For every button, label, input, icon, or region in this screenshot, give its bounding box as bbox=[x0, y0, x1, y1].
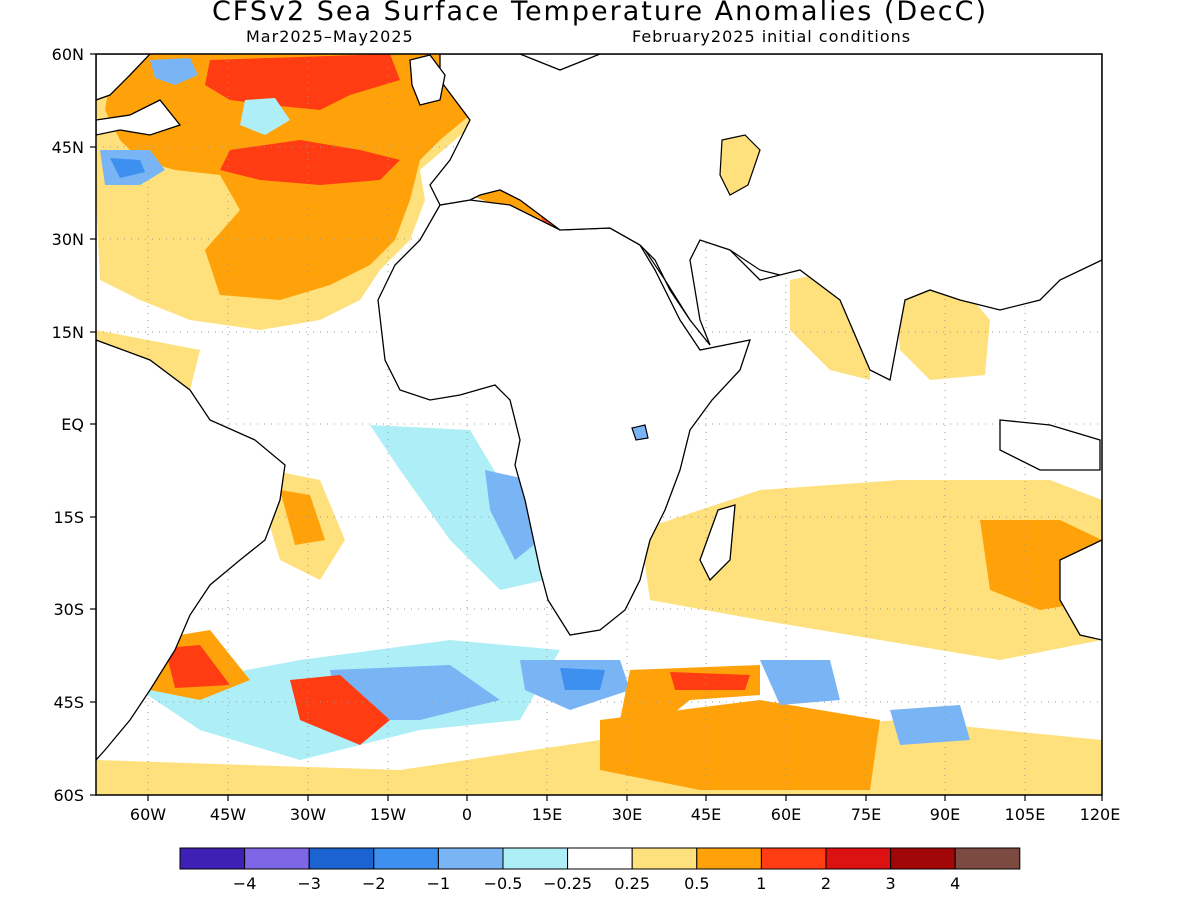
anomaly-region-south-atlantic-warm bbox=[290, 675, 390, 745]
anomaly-region-gulf-of-guinea-cool bbox=[370, 425, 545, 590]
anomaly-region-grand-banks-cool bbox=[240, 98, 290, 135]
colorbar-swatch bbox=[567, 847, 633, 870]
map-title: CFSv2 Sea Surface Temperature Anomalies … bbox=[211, 0, 989, 27]
colorbar-swatch bbox=[760, 847, 827, 870]
anomaly-region-north-atlantic-band bbox=[220, 140, 400, 185]
colorbar-swatch bbox=[502, 847, 569, 870]
anomaly-region-bay-of-bengal bbox=[895, 285, 990, 380]
colorbar-label: 0.5 bbox=[684, 874, 709, 893]
colorbar-label: 3 bbox=[886, 874, 896, 893]
anomaly-region-southern-ocean-moderate bbox=[600, 700, 880, 790]
x-tick-label: 45E bbox=[691, 805, 721, 824]
x-tick-label: 15E bbox=[532, 805, 562, 824]
x-tick-label: 30W bbox=[290, 805, 326, 824]
x-tick-label: 45W bbox=[210, 805, 246, 824]
colorbar-swatch bbox=[954, 847, 1021, 870]
colorbar-label: −1 bbox=[427, 874, 451, 893]
forecast-period: Mar2025–May2025 bbox=[246, 27, 414, 46]
colorbar: −4 −3 −2 −1 −0.5 −0.25 0.25 0.5 1 2 3 4 bbox=[179, 847, 1021, 893]
colorbar-label: 0.25 bbox=[614, 874, 650, 893]
land-south-america bbox=[96, 339, 286, 761]
colorbar-label: −0.25 bbox=[543, 874, 592, 893]
x-tick-label: 15W bbox=[370, 805, 406, 824]
y-tick-label: 60N bbox=[52, 45, 84, 64]
coastlines bbox=[96, 54, 1102, 761]
colorbar-label: −2 bbox=[362, 874, 386, 893]
anomaly-region-kerguelen-cool bbox=[890, 705, 970, 745]
y-tick-label: 15S bbox=[53, 508, 84, 527]
land-caspian-sea bbox=[719, 134, 761, 196]
colorbar-swatch bbox=[696, 847, 762, 870]
colorbar-label: −4 bbox=[233, 874, 257, 893]
initial-conditions: February2025 initial conditions bbox=[632, 27, 912, 46]
colorbar-swatch bbox=[308, 847, 375, 870]
anomaly-region-agulhas-warm-core bbox=[670, 672, 750, 690]
colorbar-swatch bbox=[890, 847, 956, 870]
anomaly-region-labrador-cool-core bbox=[110, 158, 145, 178]
colorbar-swatch bbox=[244, 847, 310, 870]
x-tick-label: 90E bbox=[930, 805, 960, 824]
x-tick-label: 105E bbox=[1005, 805, 1046, 824]
y-tick-label: 60S bbox=[53, 786, 84, 805]
y-tick-label: 30S bbox=[53, 600, 84, 619]
x-tick-label: 60W bbox=[130, 805, 166, 824]
anomaly-region-subpolar-cool bbox=[150, 58, 198, 85]
x-tick-label: 120E bbox=[1080, 805, 1121, 824]
colorbar-swatch bbox=[437, 847, 504, 870]
anomaly-region-brazil-current-moderate bbox=[280, 490, 325, 545]
colorbar-label: 2 bbox=[821, 874, 831, 893]
anomaly-region-agulhas-cool-core bbox=[560, 668, 605, 690]
colorbar-label: −0.5 bbox=[484, 874, 523, 893]
x-tick-label: 60E bbox=[771, 805, 801, 824]
land-persian-gulf bbox=[729, 249, 781, 276]
land-europe bbox=[429, 54, 1102, 381]
x-tick-label: 30E bbox=[612, 805, 642, 824]
land-greenland bbox=[96, 54, 151, 101]
y-tick-label: 15N bbox=[52, 323, 84, 342]
land-north-america bbox=[96, 99, 182, 136]
y-tick-label: EQ bbox=[61, 415, 84, 434]
x-tick-label: 75E bbox=[851, 805, 881, 824]
x-tick-label: 0 bbox=[462, 805, 472, 824]
land-uk bbox=[409, 54, 446, 106]
land-africa bbox=[377, 199, 751, 636]
y-tick-label: 45S bbox=[53, 693, 84, 712]
y-tick-label: 45N bbox=[52, 138, 84, 157]
colorbar-label: −3 bbox=[297, 874, 321, 893]
colorbar-swatch bbox=[825, 847, 892, 870]
colorbar-label: 1 bbox=[756, 874, 766, 893]
anomaly-region-south-indian-cool bbox=[760, 660, 840, 705]
land-lake-victoria bbox=[631, 424, 649, 441]
colorbar-swatch bbox=[179, 847, 246, 870]
land-australia bbox=[1059, 539, 1102, 641]
colorbar-swatch bbox=[631, 847, 698, 870]
anomaly-region-north-atlantic-strong bbox=[205, 54, 400, 110]
land-madagascar bbox=[699, 504, 736, 582]
colorbar-swatch bbox=[373, 847, 439, 870]
colorbar-label: 4 bbox=[950, 874, 960, 893]
y-tick-label: 30N bbox=[52, 230, 84, 249]
land-red-sea bbox=[644, 249, 691, 321]
anomaly-region-falklands-warm-core bbox=[165, 645, 230, 688]
land-indonesia bbox=[999, 419, 1101, 471]
